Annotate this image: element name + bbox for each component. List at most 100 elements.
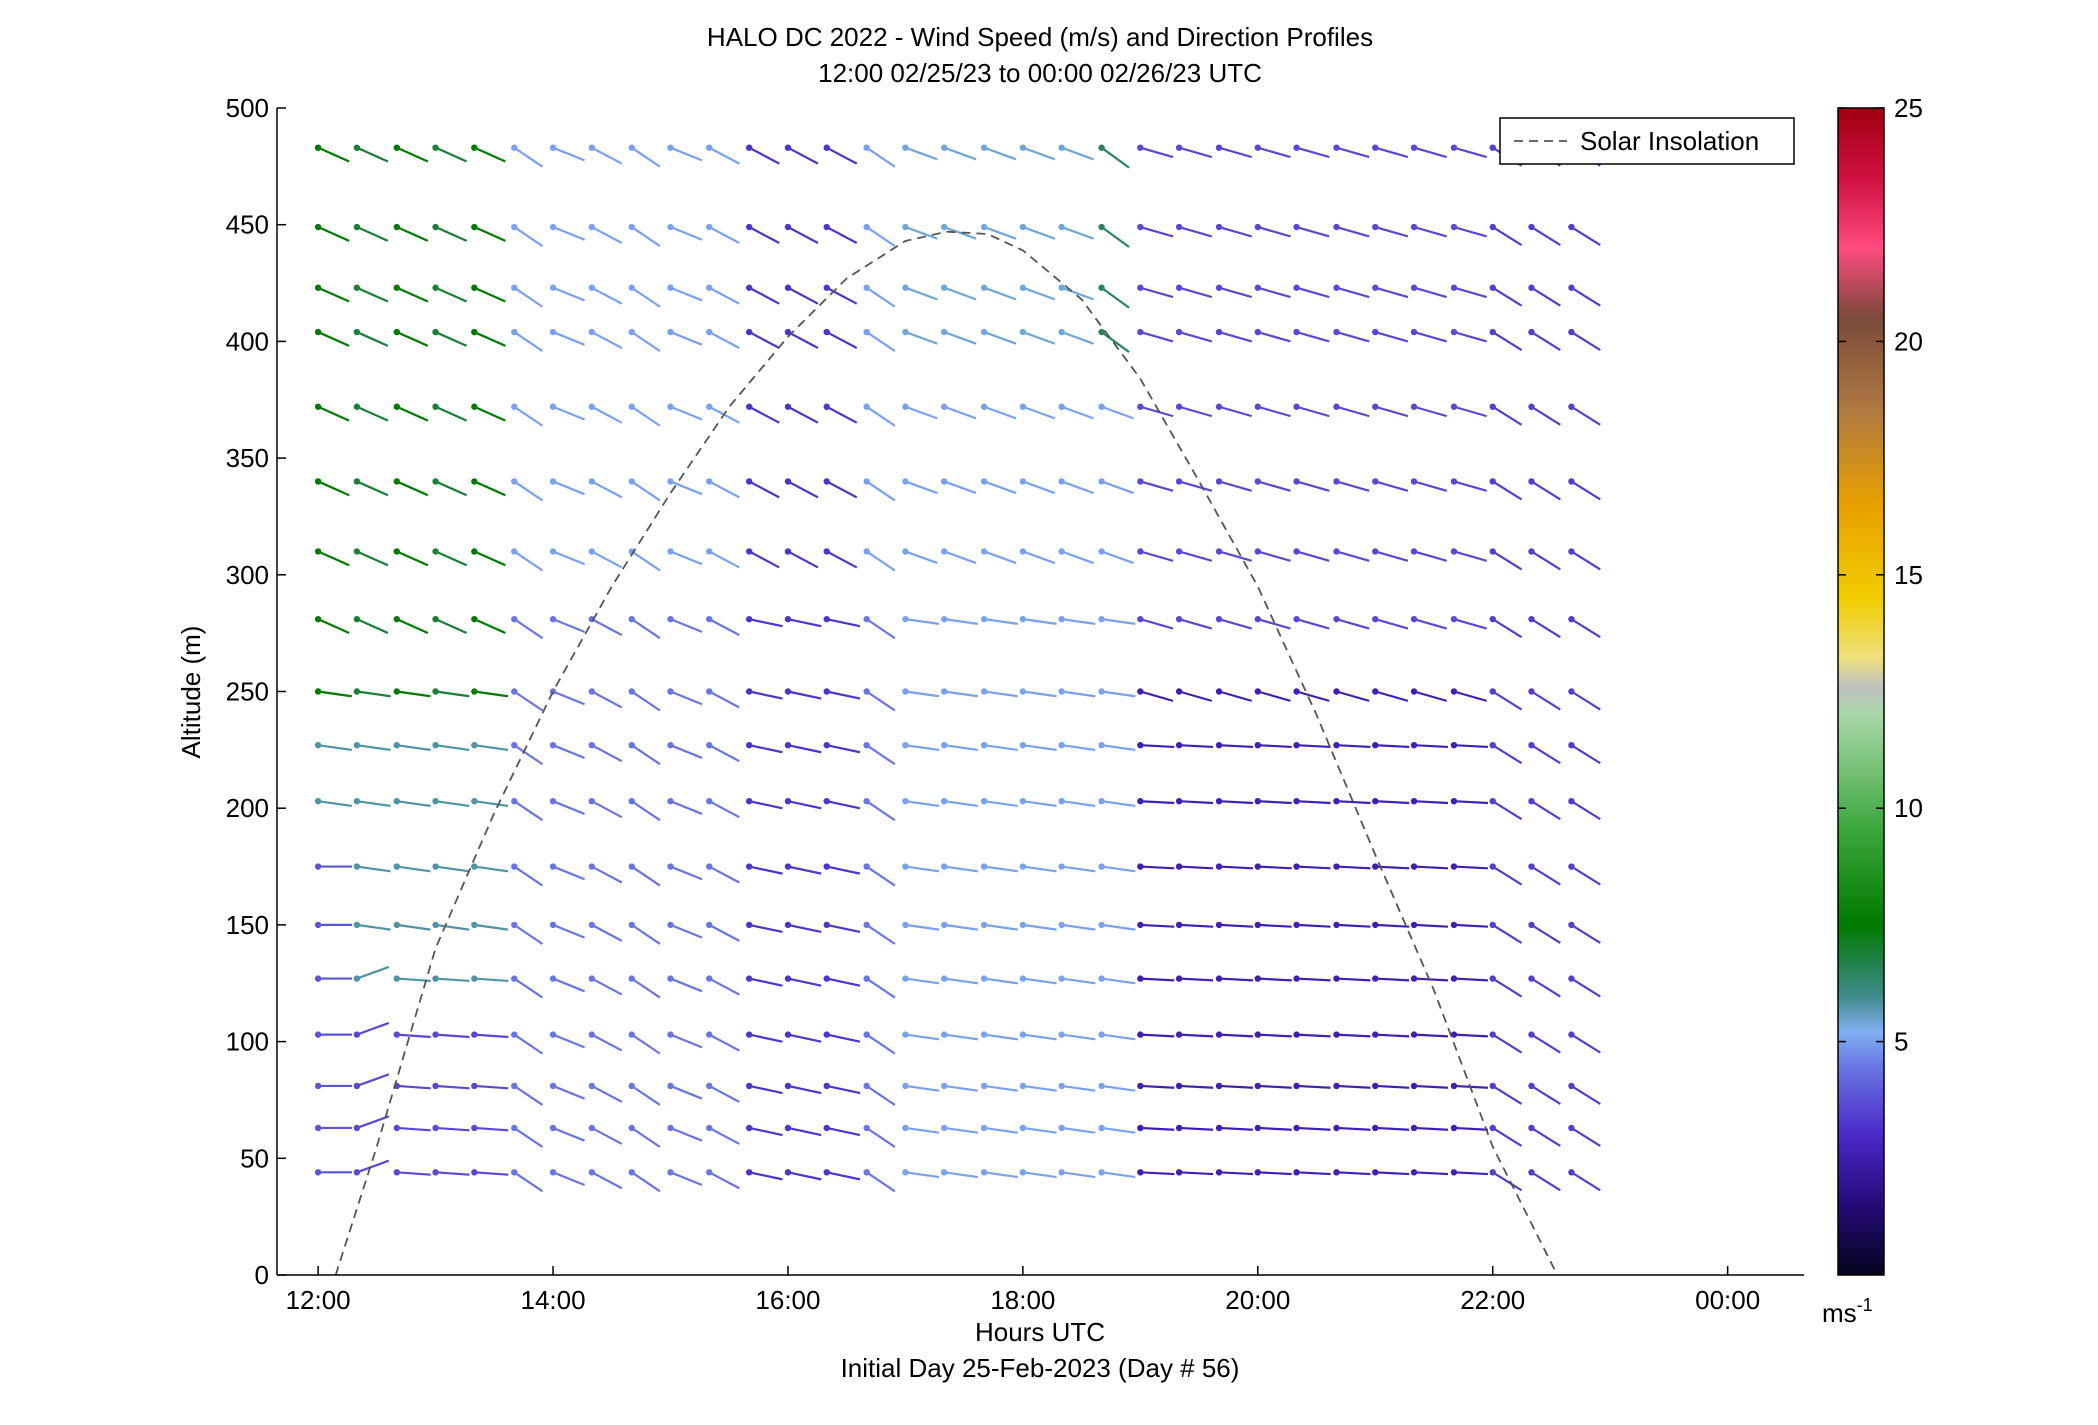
wind-barb-origin — [1175, 1031, 1183, 1038]
wind-barb — [1492, 977, 1523, 998]
wind-barb — [356, 226, 389, 242]
wind-barb-origin — [1098, 1031, 1105, 1038]
wind-barb-origin — [549, 615, 557, 623]
wind-barb — [396, 286, 429, 303]
wind-barb-origin — [706, 478, 713, 485]
wind-barb-origin — [902, 615, 909, 623]
wind-barb — [396, 331, 429, 347]
wind-barb-origin — [1215, 797, 1223, 805]
wind-barb-origin — [1058, 863, 1065, 870]
wind-barb-origin — [1175, 223, 1183, 231]
wind-barb — [708, 480, 740, 499]
wind-barb-origin — [549, 403, 557, 410]
wind-barb — [1453, 1033, 1488, 1038]
wind-barb-origin — [706, 1082, 713, 1090]
wind-barb-origin — [1333, 921, 1340, 929]
wind-barb-origin — [1175, 921, 1183, 929]
wind-barb — [631, 550, 661, 572]
wind-barb — [1492, 550, 1523, 571]
wind-barb-origin — [314, 741, 322, 749]
wind-barb-origin — [393, 615, 401, 623]
wind-barb-origin — [745, 223, 753, 231]
wind-barb — [983, 550, 1017, 565]
x-tick-label: 14:00 — [520, 1285, 585, 1315]
wind-barb-origin — [1568, 863, 1575, 870]
wind-barb-origin — [823, 328, 830, 336]
wind-barb — [1140, 146, 1174, 159]
wind-barb — [1218, 146, 1253, 159]
wind-barb — [1140, 744, 1175, 749]
wind-barb-origin — [980, 328, 988, 336]
wind-barb-origin — [628, 403, 635, 410]
wind-barb-origin — [471, 863, 478, 870]
wind-barb-origin — [784, 688, 792, 695]
wind-barb-origin — [1019, 1082, 1027, 1090]
wind-barb — [1101, 865, 1136, 873]
wind-barb — [552, 618, 585, 633]
wind-barb-origin — [1058, 1169, 1065, 1176]
wind-barb-origin — [1489, 548, 1496, 555]
wind-barb-origin — [1410, 1169, 1418, 1176]
wind-barb — [396, 226, 429, 242]
wind-barb-origin — [628, 223, 635, 231]
wind-barb — [866, 286, 896, 308]
wind-barb — [1453, 744, 1488, 749]
wind-barb — [1061, 977, 1096, 985]
wind-barb-origin — [1175, 863, 1183, 870]
wind-barb — [552, 550, 585, 566]
wind-barb-origin — [549, 797, 557, 805]
wind-barb-origin — [1450, 1169, 1458, 1176]
wind-barb — [1374, 480, 1409, 492]
wind-barb — [435, 286, 468, 303]
wind-barb-origin — [823, 863, 830, 870]
plot-frame — [277, 108, 1804, 1275]
wind-barb — [1140, 1126, 1175, 1131]
wind-barb — [1375, 744, 1410, 749]
wind-barb-origin — [940, 403, 948, 410]
wind-barb — [1101, 1126, 1136, 1134]
wind-barb — [905, 800, 940, 808]
wind-barb-origin — [471, 797, 478, 805]
x-tick-label: 22:00 — [1460, 1285, 1525, 1315]
wind-barb — [1101, 618, 1136, 625]
wind-barb-origin — [628, 1169, 635, 1176]
wind-barb-origin — [1293, 284, 1300, 291]
wind-barb — [1179, 1126, 1214, 1131]
wind-barb-origin — [980, 1124, 988, 1132]
wind-barb-origin — [667, 921, 674, 929]
wind-barb-origin — [940, 1169, 948, 1176]
wind-barb — [1140, 405, 1174, 418]
wind-barb — [826, 1033, 861, 1043]
wind-barb-origin — [863, 548, 870, 555]
wind-barb-origin — [1450, 863, 1458, 870]
wind-barb-origin — [471, 1082, 478, 1090]
wind-barb-origin — [1528, 284, 1535, 291]
wind-barb-origin — [784, 863, 792, 870]
wind-barb-origin — [471, 403, 478, 410]
wind-barb — [670, 331, 703, 346]
wind-barb — [1453, 923, 1488, 928]
wind-barb — [748, 618, 783, 628]
wind-barb — [1492, 480, 1523, 501]
wind-barb-origin — [1489, 688, 1496, 695]
wind-barb — [1140, 865, 1175, 870]
wind-barb — [708, 331, 740, 349]
wind-barb-origin — [353, 688, 361, 695]
wind-barb — [1022, 690, 1057, 698]
wind-barb — [396, 618, 429, 634]
wind-barb-origin — [1175, 328, 1183, 336]
wind-barb-origin — [745, 615, 753, 623]
wind-barb — [1257, 800, 1292, 805]
wind-barb — [474, 1033, 509, 1039]
wind-barb-origin — [432, 1031, 439, 1038]
wind-barb-origin — [1254, 741, 1262, 749]
wind-barb-origin — [940, 688, 948, 695]
wind-barb — [670, 865, 703, 881]
wind-barb — [748, 331, 780, 349]
wind-barb — [1492, 923, 1523, 944]
wind-barb-origin — [1215, 223, 1223, 231]
wind-barb-origin — [353, 741, 361, 749]
wind-barb-origin — [1058, 548, 1065, 555]
wind-barb-origin — [1137, 1031, 1144, 1038]
wind-barb-origin — [353, 1169, 361, 1176]
